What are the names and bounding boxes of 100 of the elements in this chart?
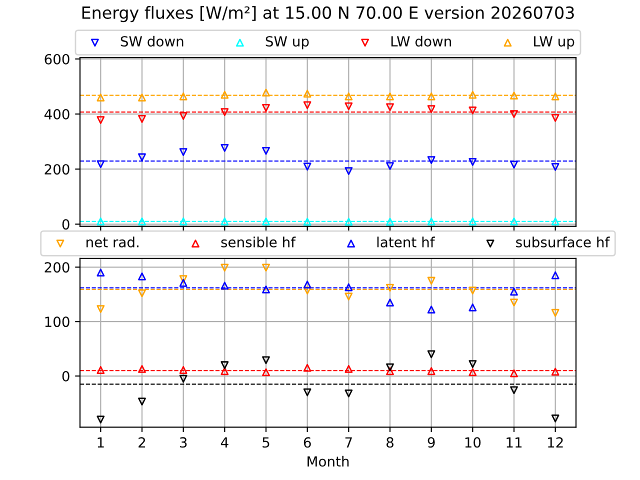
- legend-label: SW down: [120, 36, 184, 47]
- point: [386, 218, 394, 226]
- x-tick-label: 9: [428, 437, 435, 448]
- point: [262, 217, 270, 226]
- point: [510, 386, 518, 394]
- point: [220, 361, 229, 370]
- point: [96, 116, 105, 124]
- point: [551, 217, 560, 226]
- point: [262, 264, 270, 272]
- point: [220, 367, 229, 376]
- point: [551, 271, 560, 280]
- legend-label: LW down: [391, 36, 451, 47]
- point: [386, 103, 394, 112]
- point: [96, 160, 105, 168]
- point: [468, 303, 477, 312]
- point: [551, 368, 560, 376]
- point: [510, 288, 518, 296]
- y-tick-label: 400: [44, 109, 70, 120]
- point: [427, 367, 436, 376]
- x-tick-label: 3: [180, 437, 187, 448]
- point: [551, 92, 560, 100]
- point: [179, 275, 188, 284]
- point: [179, 374, 188, 383]
- point: [468, 217, 477, 226]
- x-axis-title: Month: [308, 456, 349, 467]
- point: [262, 146, 270, 155]
- y-tick-label: 200: [44, 262, 70, 273]
- point: [468, 158, 477, 166]
- point: [551, 414, 560, 422]
- point: [468, 90, 477, 99]
- point: [138, 115, 146, 123]
- point: [138, 94, 146, 102]
- point: [303, 364, 312, 372]
- point: [551, 308, 560, 317]
- x-tick-label: 8: [386, 437, 394, 448]
- chart-title: Energy fluxes [W/m²] at 15.00 N 70.00 E version 20260703: [82, 6, 574, 22]
- point: [179, 217, 188, 226]
- point: [344, 364, 353, 373]
- y-tick-label: 0: [62, 219, 70, 230]
- legend-label: net rad.: [86, 236, 138, 248]
- point: [344, 92, 353, 100]
- point: [96, 366, 105, 374]
- x-tick-label: 1: [98, 437, 104, 448]
- point: [262, 368, 270, 376]
- point: [262, 286, 270, 294]
- point: [96, 305, 105, 314]
- point: [510, 298, 518, 306]
- point: [96, 416, 105, 424]
- point: [386, 367, 394, 376]
- x-tick-label: 10: [465, 437, 481, 448]
- point: [386, 298, 394, 306]
- point: [138, 217, 146, 226]
- x-tick-label: 12: [548, 437, 563, 448]
- point: [468, 360, 477, 368]
- point: [179, 148, 188, 156]
- x-tick-label: 11: [506, 437, 522, 448]
- point: [344, 102, 353, 110]
- legend-label: LW up: [534, 36, 574, 50]
- legend-label: sensible hf: [221, 236, 296, 248]
- x-tick-label: 4: [220, 437, 228, 448]
- point: [179, 278, 188, 287]
- point: [220, 90, 229, 99]
- point: [220, 144, 229, 152]
- point: [551, 162, 560, 171]
- point: [468, 368, 477, 376]
- x-tick-label: 2: [138, 437, 146, 448]
- x-tick-label: 7: [345, 437, 352, 448]
- point: [427, 217, 436, 226]
- point: [220, 282, 229, 290]
- point: [427, 156, 436, 164]
- point: [179, 92, 188, 100]
- point: [262, 356, 270, 364]
- point: [386, 162, 394, 170]
- point: [303, 286, 312, 295]
- point: [220, 264, 229, 272]
- point: [96, 268, 105, 277]
- legend-label: latent hf: [377, 236, 436, 248]
- point: [138, 289, 146, 298]
- point: [386, 284, 394, 292]
- point: [96, 217, 105, 226]
- y-tick-label: 0: [62, 370, 70, 382]
- point: [303, 280, 312, 289]
- point: [138, 398, 146, 406]
- point: [138, 364, 146, 373]
- legend-label: subsurface hf: [516, 236, 610, 248]
- point: [220, 108, 229, 116]
- point: [510, 160, 518, 169]
- point: [344, 389, 353, 398]
- point: [220, 217, 229, 226]
- point: [179, 366, 188, 374]
- point: [427, 350, 436, 358]
- point: [262, 88, 270, 97]
- point: [427, 105, 436, 114]
- point: [303, 218, 312, 226]
- x-tick-label: 5: [262, 437, 270, 448]
- point: [386, 363, 394, 372]
- point: [386, 92, 394, 100]
- y-tick-label: 200: [44, 164, 70, 175]
- point: [427, 92, 436, 100]
- point: [468, 286, 477, 295]
